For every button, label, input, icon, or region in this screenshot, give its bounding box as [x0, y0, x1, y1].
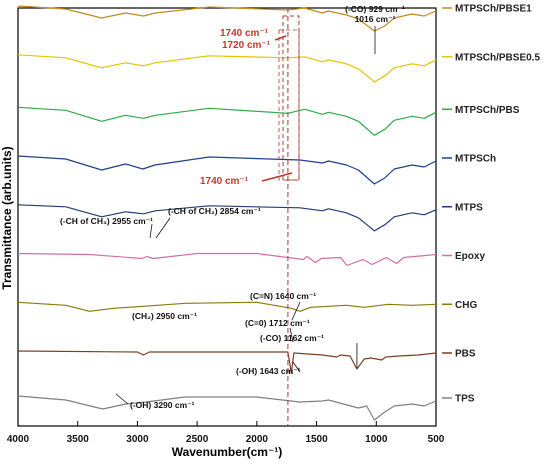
x-tick-label-3: 2500	[186, 434, 209, 445]
annotation-0: (-CO) 929 cm⁻¹	[345, 4, 405, 14]
annotation-pointer-1	[261, 172, 293, 182]
annotation-6: (-CH of CH₂) 2854 cm⁻¹	[168, 206, 261, 216]
annotation-3: 1720 cm⁻¹	[222, 40, 271, 51]
series-line-10	[17, 395, 437, 421]
series-line-5	[17, 155, 437, 185]
annotation-pointer-2	[149, 223, 153, 239]
annotation-pointer-0	[274, 35, 287, 41]
x-axis-ticks: 4000 3500 3000 2500 2000 1500 1000 500	[7, 421, 445, 445]
x-tick-label-0: 4000	[7, 434, 30, 445]
legend-label-7: Epoxy	[455, 251, 485, 262]
annotation-2: 1740 cm⁻¹	[220, 28, 269, 39]
series-line-8	[17, 301, 437, 312]
legend-label-10: TPS	[455, 394, 475, 405]
highlight-box-2	[278, 29, 300, 181]
annotation-4: 1740 cm⁻¹	[200, 176, 249, 187]
legend-label-6: MTPS	[455, 202, 483, 213]
annotation-pointer-8	[115, 393, 129, 405]
legend-label-5: MTPSCh	[455, 154, 496, 165]
annotation-11: (-OH) 1643 cm⁻¹	[236, 366, 301, 376]
legend-label-8: CHG	[455, 300, 477, 311]
series-line-7	[17, 252, 437, 267]
annotation-7: (C=N) 1640 cm⁻¹	[250, 291, 316, 301]
legend-label-3: MTPSCh/PBSE0.5	[455, 52, 540, 63]
y-axis-label: Transmittance (arb.units)	[0, 146, 14, 289]
x-tick-label-7: 500	[428, 434, 445, 445]
x-tick-label-1: 3500	[67, 434, 90, 445]
annotation-9: (C=0) 1712 cm⁻¹	[245, 318, 310, 328]
annotation-pointer-4	[291, 301, 301, 321]
series-line-6	[17, 204, 437, 232]
x-tick-label-2: 3000	[126, 434, 149, 445]
series-line-2	[17, 5, 437, 32]
x-tick-label-5: 1500	[305, 434, 328, 445]
legend: MTPSCh/PBSE5MTPSCh/PBSE2.5MTPSCh/PBSE1MT…	[442, 4, 540, 405]
annotation-8: (CH₂) 2950 cm⁻¹	[132, 311, 197, 321]
series-line-9	[17, 350, 437, 374]
highlight-box-1	[282, 15, 300, 181]
annotation-12: (-OH) 3290 cm⁻¹	[130, 400, 195, 410]
legend-label-9: PBS	[455, 349, 476, 360]
annotation-pointer-3	[155, 217, 171, 239]
annotation-1: 1016 cm⁻¹	[355, 14, 396, 24]
x-axis-label: Wavenumber(cm⁻¹)	[172, 445, 283, 459]
legend-label-4: MTPSCh/PBS	[455, 105, 520, 116]
annotation-pointer-5	[289, 327, 294, 343]
series-line-4	[17, 106, 437, 136]
annotation-5: (-CH of CH₃) 2955 cm⁻¹	[60, 216, 153, 226]
x-tick-label-4: 2000	[246, 434, 269, 445]
x-tick-label-6: 1000	[365, 434, 388, 445]
legend-label-2: MTPSCh/PBSE1	[455, 4, 532, 15]
annotation-pointer-7	[292, 361, 301, 373]
series-line-3	[17, 54, 437, 83]
spectra-group	[17, 5, 437, 421]
